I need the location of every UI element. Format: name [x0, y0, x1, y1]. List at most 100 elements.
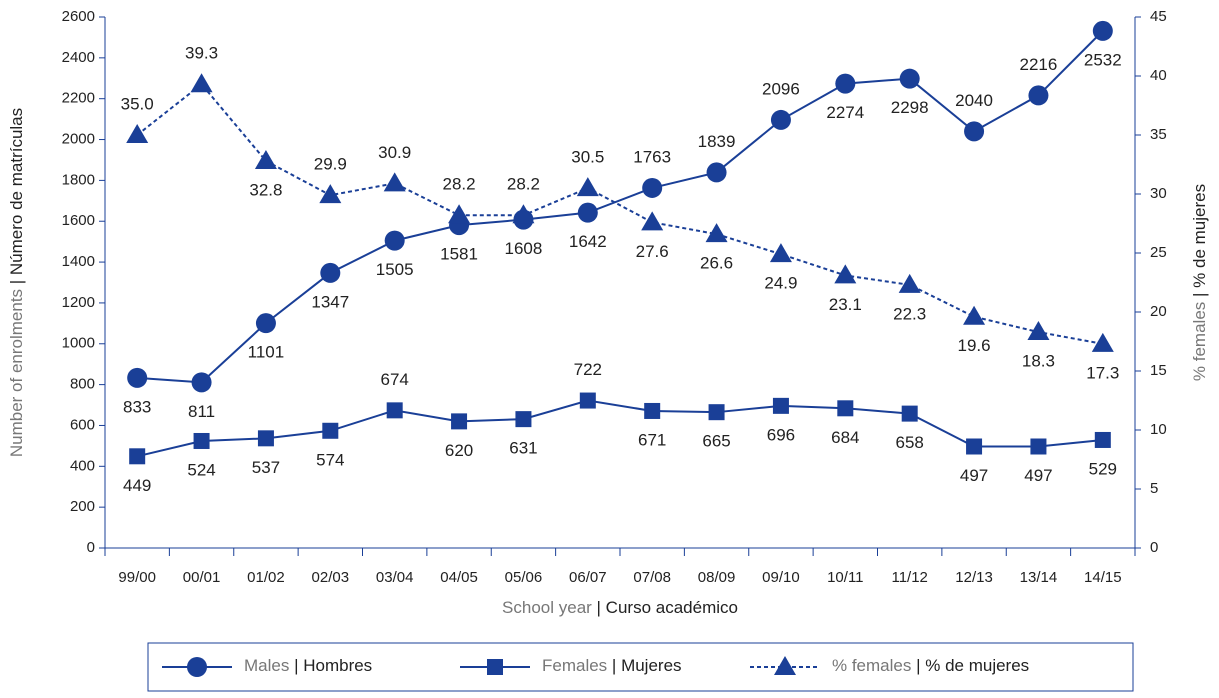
x-tick-label: 03/04 [376, 569, 414, 586]
x-tick-label: 08/09 [698, 569, 736, 586]
data-label: 2274 [826, 103, 864, 122]
point [384, 230, 405, 251]
y-tick-label: 800 [70, 376, 95, 393]
point [129, 448, 146, 465]
point [255, 313, 276, 334]
y-tick-label: 2600 [62, 8, 95, 25]
x-tick-label: 13/14 [1020, 569, 1058, 586]
point [898, 273, 921, 293]
x-tick-label: 99/00 [118, 569, 156, 586]
data-label: 2096 [762, 79, 800, 98]
data-label: 684 [831, 428, 859, 447]
point [386, 402, 403, 419]
data-label: 529 [1089, 459, 1117, 478]
legend-box [147, 642, 1134, 692]
data-label: 30.9 [378, 143, 411, 162]
x-tick-label: 00/01 [183, 569, 221, 586]
point [577, 202, 598, 223]
data-label: 39.3 [185, 44, 218, 63]
data-label: 28.2 [507, 175, 540, 194]
point [641, 211, 664, 231]
data-label: 1101 [248, 343, 285, 362]
point [963, 305, 986, 325]
x-tick-label: 04/05 [440, 569, 478, 586]
point [126, 124, 149, 143]
data-label: 1347 [311, 292, 349, 311]
data-label: 574 [316, 450, 344, 469]
point [835, 73, 856, 94]
y-tick-label: 600 [70, 416, 95, 433]
point [772, 397, 789, 414]
y2-tick-label: 0 [1150, 539, 1158, 556]
data-label: 2040 [955, 91, 993, 110]
y2-tick-label: 15 [1150, 362, 1167, 379]
data-label: 658 [896, 433, 924, 452]
point [644, 402, 661, 419]
data-label: 537 [252, 458, 280, 477]
data-label: 671 [638, 430, 666, 449]
point [257, 430, 274, 447]
x-tick-label: 11/12 [891, 569, 927, 586]
y-tick-label: 200 [70, 498, 95, 515]
data-label: 27.6 [636, 242, 669, 261]
point [774, 656, 796, 675]
data-label: 1505 [376, 260, 414, 279]
point [191, 372, 212, 393]
y2-axis-title: % females | % de mujeres [1190, 184, 1209, 381]
point [187, 657, 207, 677]
y-tick-label: 400 [70, 457, 95, 474]
point [487, 659, 503, 675]
point [899, 68, 920, 89]
data-label: 26.6 [700, 254, 733, 273]
data-label: 17.3 [1086, 363, 1119, 382]
data-label: 35.0 [121, 94, 154, 113]
y2-tick-label: 10 [1150, 421, 1167, 438]
series-line [136, 82, 1103, 345]
legend-label: Females | Mujeres [542, 656, 682, 675]
data-label: 1839 [698, 132, 736, 151]
x-tick-label: 14/15 [1084, 569, 1122, 586]
y-tick-label: 1600 [62, 212, 95, 229]
point [319, 184, 342, 204]
data-label: 524 [187, 460, 215, 479]
data-label: 23.1 [829, 295, 862, 314]
series-line [136, 399, 1103, 458]
point [837, 400, 854, 417]
point [383, 172, 406, 192]
point [966, 438, 983, 455]
y2-tick-label: 20 [1150, 303, 1167, 320]
data-label: 674 [381, 370, 409, 389]
point [769, 243, 792, 263]
data-label: 2532 [1084, 50, 1122, 69]
data-label: 22.3 [893, 304, 926, 323]
y2-tick-label: 40 [1150, 67, 1167, 84]
point [515, 411, 532, 428]
y2-tick-label: 25 [1150, 244, 1167, 261]
x-tick-label: 09/10 [762, 569, 800, 586]
data-label: 29.9 [314, 155, 347, 174]
data-label: 631 [509, 439, 537, 458]
data-label: 24.9 [764, 274, 797, 293]
data-label: 2216 [1020, 55, 1058, 74]
legend-label: Males | Hombres [244, 656, 372, 675]
x-tick-label: 06/07 [569, 569, 607, 586]
point [1027, 321, 1050, 341]
point [193, 432, 210, 449]
y-tick-label: 0 [87, 539, 95, 556]
point [576, 177, 599, 197]
point [190, 73, 213, 93]
point [448, 204, 471, 224]
data-label: 32.8 [249, 180, 282, 199]
data-label: 449 [123, 476, 151, 495]
series-line [137, 30, 1104, 384]
point [1030, 438, 1047, 455]
data-label: 665 [702, 432, 730, 451]
point [127, 367, 148, 388]
point [320, 262, 341, 283]
y-tick-label: 2000 [62, 131, 95, 148]
x-tick-label: 10/11 [827, 569, 863, 586]
point [579, 392, 596, 409]
y2-tick-label: 5 [1150, 480, 1158, 497]
y-tick-label: 1000 [62, 335, 95, 352]
